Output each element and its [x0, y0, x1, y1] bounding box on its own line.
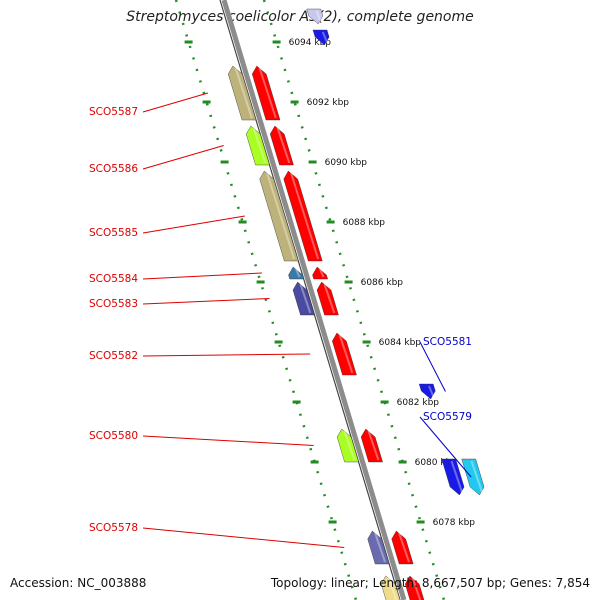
gene-arrow-shine: [343, 430, 356, 461]
gene-arrow[interactable]: [251, 65, 281, 121]
gene-arrow[interactable]: [418, 383, 436, 400]
scale-tick-label: 6082 kbp: [397, 398, 440, 408]
gene-arrow-shine: [266, 172, 296, 260]
gene-arrow-shine: [450, 460, 464, 494]
label-leader: [142, 215, 245, 234]
gene-arrow-shine: [321, 31, 329, 44]
backbone-line: [221, 0, 407, 600]
gene-arrow-shine: [315, 10, 322, 23]
gene-arrow-shine: [470, 460, 484, 494]
gene-arrow[interactable]: [404, 575, 426, 600]
gene-label[interactable]: SCO5581: [423, 336, 472, 348]
gene-arrow[interactable]: [312, 266, 328, 280]
gene-arrow[interactable]: [391, 530, 414, 565]
backbone: [219, 0, 407, 600]
scale-tick-label: 6084 kbp: [379, 338, 422, 348]
label-leader: [142, 298, 270, 305]
gene-arrow-shine: [290, 172, 320, 260]
gene-arrow[interactable]: [288, 266, 304, 280]
gene-arrow-shine: [294, 268, 301, 278]
scale-tick-label: 6078 kbp: [433, 518, 476, 528]
gene-arrow[interactable]: [259, 170, 299, 262]
scale-tick-label: 6094 kbp: [289, 38, 332, 48]
label-leader: [142, 435, 314, 446]
gene-label[interactable]: SCO5584: [89, 273, 138, 285]
gene-arrow[interactable]: [441, 458, 465, 496]
gene-arrow[interactable]: [312, 29, 330, 46]
gene-arrow-shine: [299, 283, 312, 314]
gene-arrow-shine: [318, 268, 325, 278]
label-leader: [142, 272, 262, 280]
scale-tick-label: 6092 kbp: [307, 98, 350, 108]
gene-label[interactable]: SCO5585: [89, 227, 138, 239]
gene-arrow[interactable]: [367, 530, 390, 565]
genes: [227, 8, 485, 600]
gene-labels: SCO5587 SCO5586 SCO5585 SCO5584 SCO5583 SCO55…: [89, 92, 472, 548]
gene-arrow[interactable]: [306, 8, 324, 25]
gene-arrow[interactable]: [283, 170, 323, 262]
gene-label[interactable]: SCO5579: [423, 411, 472, 423]
gene-label[interactable]: SCO5586: [89, 163, 138, 175]
gene-arrow[interactable]: [332, 332, 357, 376]
scale-tick-label: 6080 kbp: [415, 458, 458, 468]
gene-arrow[interactable]: [227, 65, 257, 121]
gene-arrow[interactable]: [380, 575, 402, 600]
accession-text: Accession: NC_003888: [10, 576, 147, 590]
gene-arrow[interactable]: [461, 458, 485, 496]
gene-arrow[interactable]: [316, 281, 339, 316]
map-title: Streptomyces coelicolor A3(2), complete …: [126, 9, 474, 25]
gene-arrow-shine: [234, 67, 253, 119]
gene-arrow-shine: [367, 430, 380, 461]
gene-arrow[interactable]: [245, 125, 270, 166]
label-leader: [419, 341, 446, 392]
gene-label[interactable]: SCO5578: [89, 522, 138, 534]
gene-arrow-shine: [428, 385, 435, 398]
gene-label[interactable]: SCO5587: [89, 106, 138, 118]
label-leader: [142, 145, 224, 170]
gene-label[interactable]: SCO5580: [89, 430, 138, 442]
scale-track-right: [262, 0, 446, 600]
scale-tick-label: 6090 kbp: [325, 158, 368, 168]
scale-tick-label: 6086 kbp: [361, 278, 404, 288]
label-leader: [419, 416, 472, 478]
gene-arrow[interactable]: [336, 428, 359, 463]
gene-label[interactable]: SCO5583: [89, 298, 138, 310]
label-leader: [142, 353, 311, 357]
label-leader: [142, 92, 209, 113]
gene-arrow-shine: [323, 283, 336, 314]
gene-arrow-shine: [374, 532, 386, 563]
gene-arrow[interactable]: [292, 281, 315, 316]
scale-tick-label: 6088 kbp: [343, 218, 386, 228]
genome-summary-text: Topology: linear; Length: 8,667,507 bp; …: [270, 576, 590, 590]
gene-arrow-shine: [252, 127, 267, 164]
scale-track-left: [174, 0, 358, 600]
gene-arrow[interactable]: [269, 125, 294, 166]
gene-arrow-shine: [258, 67, 277, 119]
gene-arrow[interactable]: [360, 428, 383, 463]
gene-arrow-shine: [276, 127, 291, 164]
gene-arrow-shine: [398, 532, 410, 563]
label-leader: [142, 527, 345, 548]
scale-ticks: 6094 kbp 6092 kbp 6090 kbp 6088 kbp 6086 kbp…: [174, 0, 476, 600]
gene-arrow-shine: [338, 334, 354, 374]
gene-label[interactable]: SCO5582: [89, 350, 138, 362]
